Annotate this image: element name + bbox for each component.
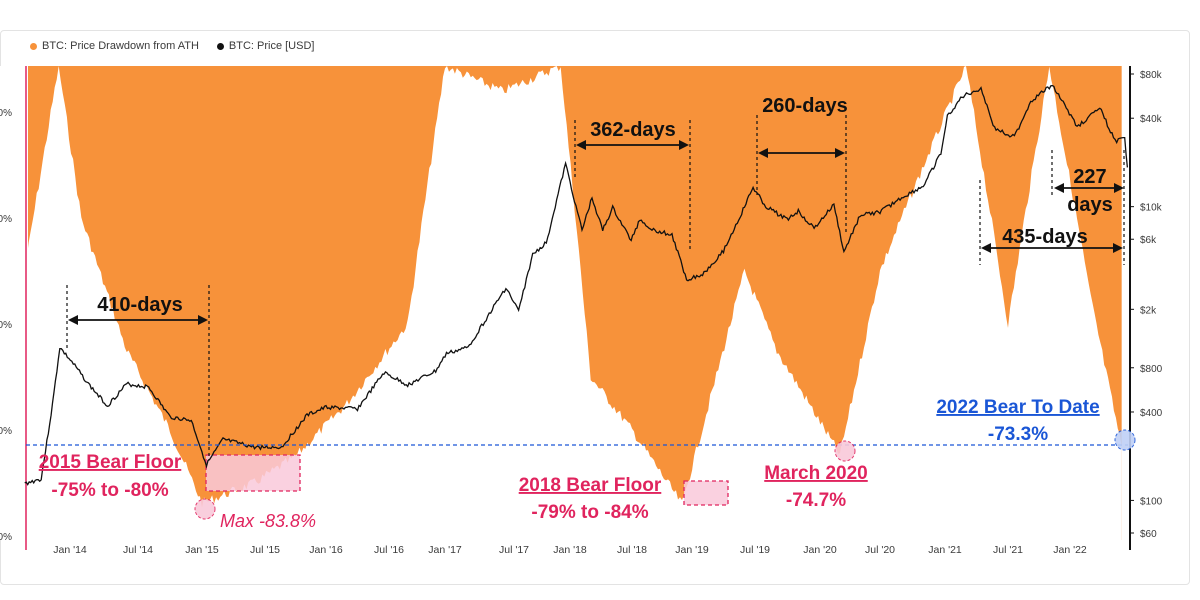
- y-left-tick-label: -90%: [0, 532, 12, 543]
- x-tick-label: Jan '16: [309, 544, 343, 556]
- x-tick-label: Jan '17: [428, 544, 462, 556]
- x-tick-label: Jul '17: [499, 544, 529, 556]
- x-tick-label: Jul '19: [740, 544, 770, 556]
- annotations: 410-days 362-days 260-days 227 435-days days 2…: [26, 95, 1136, 531]
- march-2020-marker: [834, 440, 856, 462]
- legend-swatch-price: [216, 42, 224, 50]
- legend-label-price: BTC: Price [USD]: [228, 40, 315, 52]
- x-tick-label: Jul '16: [374, 544, 404, 556]
- y-left-tick-label: -50%: [0, 320, 12, 331]
- y-right-tick-label: $6k: [1140, 235, 1157, 246]
- floor-label-2020-title: March 2020: [764, 463, 868, 484]
- y-left-tick-label: -70%: [0, 426, 12, 437]
- x-tick-label: Jul '20: [865, 544, 895, 556]
- x-tick-label: Jan '19: [675, 544, 709, 556]
- x-tick-label: Jan '18: [553, 544, 587, 556]
- pre-data-blank: [0, 66, 28, 540]
- legend-item-drawdown[interactable]: BTC: Price Drawdown from ATH: [30, 40, 199, 52]
- legend-swatch-drawdown: [30, 42, 37, 50]
- floor-label-2020-range: -74.7%: [786, 490, 846, 511]
- floor-label-2022-title: 2022 Bear To Date: [936, 397, 1099, 418]
- legend-item-price[interactable]: BTC: Price [USD]: [216, 40, 315, 52]
- x-tick-label: Jul '15: [250, 544, 280, 556]
- x-tick-label: Jan '21: [928, 544, 962, 556]
- post-data-blank: [1121, 66, 1132, 540]
- x-tick-label: Jan '20: [803, 544, 837, 556]
- floor-box-2018: [684, 481, 728, 505]
- y-right-tick-label: $100: [1140, 496, 1163, 507]
- span-227-days-label: 227: [1073, 166, 1106, 188]
- span-435-days-label: 435-days: [1002, 226, 1088, 248]
- drawdown-curve-cutout: [24, 66, 1122, 540]
- floor-label-2018-title: 2018 Bear Floor: [519, 475, 662, 496]
- x-tick-label: Jan '22: [1053, 544, 1087, 556]
- y-right-tick-label: $40k: [1140, 114, 1163, 125]
- span-227-days-unit: days: [1067, 194, 1113, 216]
- y-right-tick-label: $2k: [1140, 305, 1157, 316]
- floor-label-2022-range: -73.3%: [988, 424, 1048, 445]
- span-410-days-label: 410-days: [97, 294, 183, 316]
- x-tick-label: Jan '15: [185, 544, 219, 556]
- legend-label-drawdown: BTC: Price Drawdown from ATH: [42, 40, 199, 52]
- y-right-tick-label: $400: [1140, 408, 1163, 419]
- y-right-tick-label: $800: [1140, 364, 1163, 375]
- price-line-layer: [24, 84, 1129, 486]
- bear-2022-marker: [1114, 429, 1136, 451]
- axes: Jan '14 Jul '14 Jan '15 Jul '15 Jan '16 Jul '…: [0, 66, 1163, 556]
- floor-box-2018-border: [683, 480, 729, 506]
- floor-label-2015-range: -75% to -80%: [51, 480, 168, 501]
- floor-box-2015-border: [205, 454, 301, 492]
- span-260-days-label: 260-days: [762, 95, 848, 117]
- price-line: [24, 84, 1129, 486]
- span-362-days-label: 362-days: [590, 119, 676, 141]
- floor-label-2018-range: -79% to -84%: [531, 502, 648, 523]
- y-right-tick-label: $10k: [1140, 203, 1163, 214]
- max-drawdown-label: Max -83.8%: [220, 511, 316, 531]
- y-right-tick-label: $80k: [1140, 70, 1163, 81]
- floor-box-2015: [206, 455, 300, 491]
- y-right-tick-label: $60: [1140, 529, 1157, 540]
- x-tick-label: Jan '14: [53, 544, 87, 556]
- x-tick-label: Jul '14: [123, 544, 153, 556]
- y-left-tick-label: 0%: [0, 108, 12, 119]
- x-tick-label: Jul '18: [617, 544, 647, 556]
- max-drawdown-marker: [194, 498, 216, 520]
- y-left-tick-label: -30%: [0, 214, 12, 225]
- bear-floor-shading: [205, 454, 729, 506]
- legend: BTC: Price Drawdown from ATH BTC: Price …: [30, 40, 314, 52]
- x-tick-label: Jul '21: [993, 544, 1023, 556]
- floor-label-2015-title: 2015 Bear Floor: [39, 452, 182, 473]
